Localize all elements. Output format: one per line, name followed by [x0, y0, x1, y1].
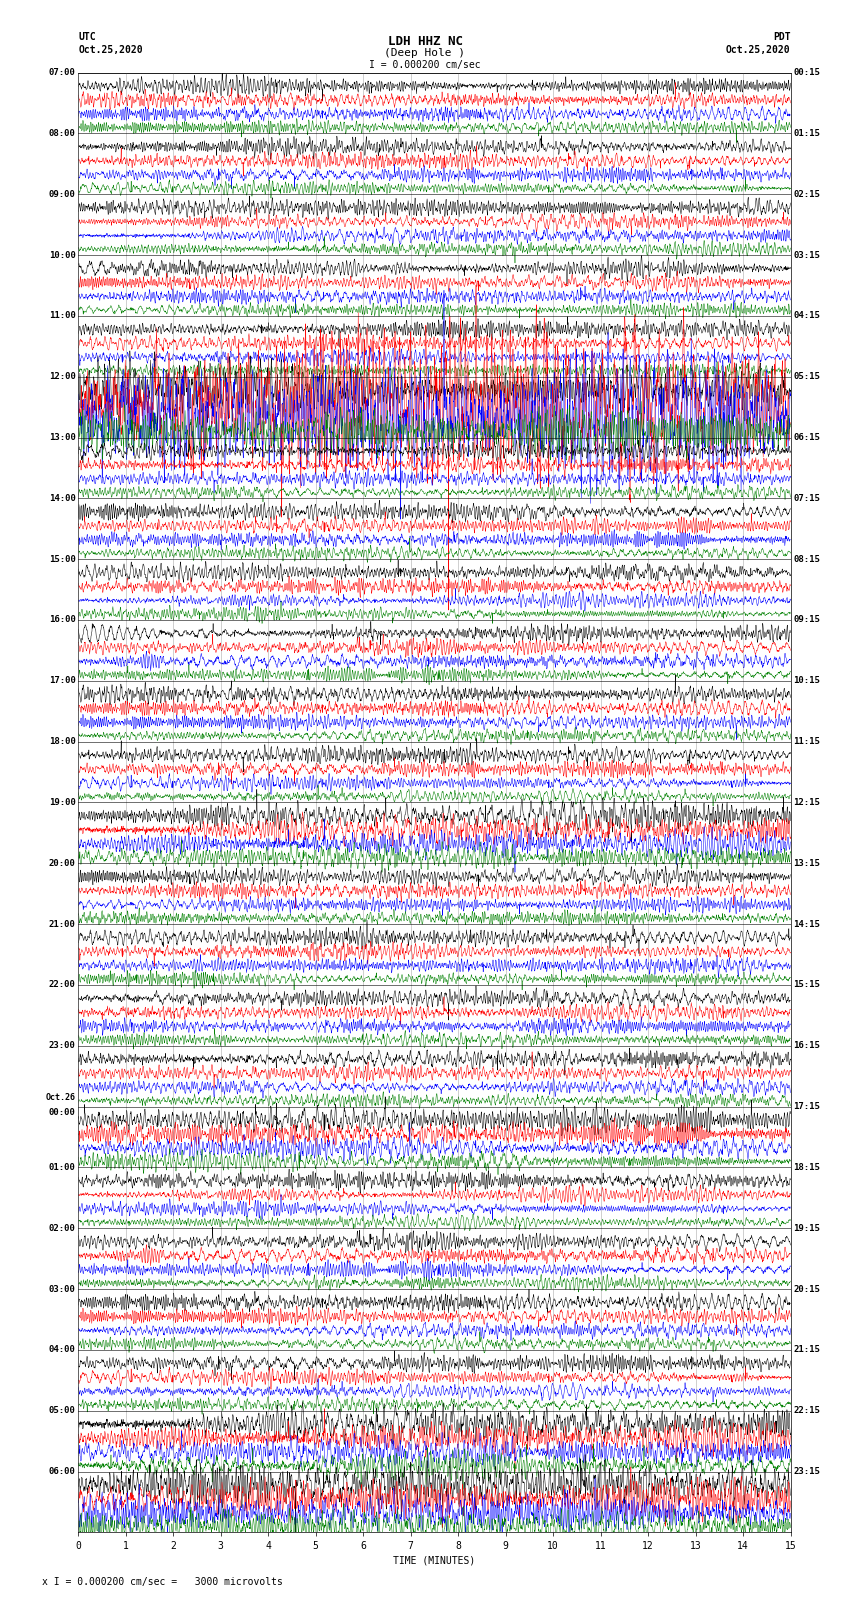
Text: 13:15: 13:15	[793, 858, 820, 868]
Text: 19:15: 19:15	[793, 1224, 820, 1232]
Text: 23:15: 23:15	[793, 1468, 820, 1476]
Text: 18:15: 18:15	[793, 1163, 820, 1173]
Text: 19:00: 19:00	[48, 798, 76, 806]
Text: 08:15: 08:15	[793, 555, 820, 563]
Text: 08:00: 08:00	[48, 129, 76, 137]
Text: 23:00: 23:00	[48, 1042, 76, 1050]
Text: LDH HHZ NC: LDH HHZ NC	[388, 35, 462, 48]
Text: 06:00: 06:00	[48, 1468, 76, 1476]
Text: 03:00: 03:00	[48, 1284, 76, 1294]
Text: 02:15: 02:15	[793, 190, 820, 198]
Text: 01:00: 01:00	[48, 1163, 76, 1173]
Text: 10:00: 10:00	[48, 250, 76, 260]
Text: 06:15: 06:15	[793, 432, 820, 442]
Text: 20:15: 20:15	[793, 1284, 820, 1294]
Text: 00:15: 00:15	[793, 68, 820, 77]
Text: 07:15: 07:15	[793, 494, 820, 503]
Text: 17:15: 17:15	[793, 1102, 820, 1111]
Text: I = 0.000200 cm/sec: I = 0.000200 cm/sec	[369, 60, 481, 69]
Text: Oct.26: Oct.26	[46, 1092, 76, 1102]
Text: 09:15: 09:15	[793, 616, 820, 624]
Text: 12:15: 12:15	[793, 798, 820, 806]
Text: 05:00: 05:00	[48, 1407, 76, 1415]
Text: 21:15: 21:15	[793, 1345, 820, 1355]
Text: 13:00: 13:00	[48, 432, 76, 442]
Text: 20:00: 20:00	[48, 858, 76, 868]
Text: 05:15: 05:15	[793, 373, 820, 381]
Text: UTC: UTC	[78, 32, 96, 42]
Text: 18:00: 18:00	[48, 737, 76, 747]
Text: 11:15: 11:15	[793, 737, 820, 747]
Text: 15:00: 15:00	[48, 555, 76, 563]
Text: PDT: PDT	[773, 32, 790, 42]
Text: 16:15: 16:15	[793, 1042, 820, 1050]
Text: (Deep Hole ): (Deep Hole )	[384, 48, 466, 58]
Text: 07:00: 07:00	[48, 68, 76, 77]
Text: 15:15: 15:15	[793, 981, 820, 989]
Text: 17:00: 17:00	[48, 676, 76, 686]
Text: 16:00: 16:00	[48, 616, 76, 624]
Text: 14:15: 14:15	[793, 919, 820, 929]
Text: x I = 0.000200 cm/sec =   3000 microvolts: x I = 0.000200 cm/sec = 3000 microvolts	[42, 1578, 283, 1587]
Text: 11:00: 11:00	[48, 311, 76, 321]
Text: 10:15: 10:15	[793, 676, 820, 686]
Text: 00:00: 00:00	[48, 1108, 76, 1118]
Text: Oct.25,2020: Oct.25,2020	[726, 45, 790, 55]
Text: 04:15: 04:15	[793, 311, 820, 321]
Text: 22:15: 22:15	[793, 1407, 820, 1415]
Text: 12:00: 12:00	[48, 373, 76, 381]
Text: 03:15: 03:15	[793, 250, 820, 260]
Text: 22:00: 22:00	[48, 981, 76, 989]
X-axis label: TIME (MINUTES): TIME (MINUTES)	[394, 1555, 475, 1566]
Text: 01:15: 01:15	[793, 129, 820, 137]
Text: 09:00: 09:00	[48, 190, 76, 198]
Text: 14:00: 14:00	[48, 494, 76, 503]
Text: 02:00: 02:00	[48, 1224, 76, 1232]
Text: 21:00: 21:00	[48, 919, 76, 929]
Text: Oct.25,2020: Oct.25,2020	[78, 45, 143, 55]
Text: 04:00: 04:00	[48, 1345, 76, 1355]
